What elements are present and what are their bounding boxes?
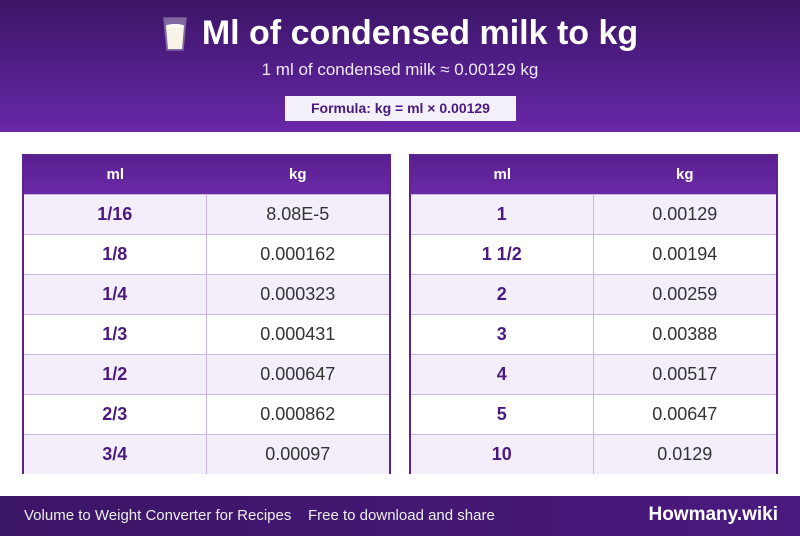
cell-kg: 0.000323: [260, 284, 336, 304]
cell-kg: 0.000862: [260, 404, 336, 424]
table-body: 1 0.00129 1 1/2 0.00194 2 0.00259 3 0.00388 …: [411, 194, 776, 474]
cell-ml: 4: [411, 355, 594, 394]
footer: Volume to Weight Converter for Recipes F…: [0, 496, 800, 536]
cell-ml: 1/3: [24, 315, 207, 354]
cell-kg: 0.00097: [265, 444, 331, 464]
cell-kg: 0.00129: [652, 204, 718, 224]
page-title: Ml of condensed milk to kg: [201, 14, 639, 52]
column-header-ml: ml: [493, 166, 511, 183]
cell-ml: 1/2: [24, 355, 207, 394]
milk-glass-icon: [162, 16, 188, 52]
table-row: 5 0.00647: [411, 394, 776, 434]
table-row: 1/4 0.000323: [24, 274, 389, 314]
cell-kg: 0.00517: [652, 364, 718, 384]
table-row: 1/16 8.08E-5: [24, 194, 389, 234]
table-header: ml kg: [411, 156, 776, 194]
conversion-table-right: ml kg 1 0.00129 1 1/2 0.00194 2 0.00259 3 0.…: [409, 154, 778, 474]
conversion-table-left: ml kg 1/16 8.08E-5 1/8 0.000162 1/4 0.00032…: [22, 154, 391, 474]
column-header-kg: kg: [288, 166, 307, 183]
cell-ml: 1/8: [24, 235, 207, 274]
table-row: 1/8 0.000162: [24, 234, 389, 274]
cell-kg: 8.08E-5: [266, 204, 330, 224]
cell-kg: 0.000647: [260, 364, 336, 384]
formula-badge: Formula: kg = ml × 0.00129: [285, 96, 516, 121]
footer-tagline: Volume to Weight Converter for Recipes: [24, 507, 292, 524]
brand-logo[interactable]: Howmany.wiki: [648, 504, 778, 525]
table-row: 1/3 0.000431: [24, 314, 389, 354]
table-row: 10 0.0129: [411, 434, 776, 474]
header: Ml of condensed milk to kg 1 ml of conde…: [0, 0, 800, 132]
cell-ml: 3: [411, 315, 594, 354]
cell-kg: 0.00194: [652, 244, 718, 264]
table-body: 1/16 8.08E-5 1/8 0.000162 1/4 0.000323 1/3 0…: [24, 194, 389, 474]
subtitle: 1 ml of condensed milk ≈ 0.00129 kg: [261, 60, 539, 79]
table-row: 4 0.00517: [411, 354, 776, 394]
cell-ml: 1/4: [24, 275, 207, 314]
table-row: 2 0.00259: [411, 274, 776, 314]
table-row: 3 0.00388: [411, 314, 776, 354]
cell-kg: 0.00259: [652, 284, 718, 304]
cell-ml: 5: [411, 395, 594, 434]
table-header: ml kg: [24, 156, 389, 194]
cell-kg: 0.000162: [260, 244, 336, 264]
cell-ml: 3/4: [24, 435, 207, 474]
cell-kg: 0.00647: [652, 404, 718, 424]
cell-kg: 0.00388: [652, 324, 718, 344]
title-row: Ml of condensed milk to kg: [0, 14, 800, 53]
footer-share-note: Free to download and share: [308, 507, 495, 524]
cell-kg: 0.000431: [260, 324, 336, 344]
cell-ml: 2/3: [24, 395, 207, 434]
cell-ml: 1: [411, 195, 594, 234]
column-header-ml: ml: [106, 166, 124, 183]
cell-ml: 10: [411, 435, 594, 474]
cell-ml: 2: [411, 275, 594, 314]
table-row: 3/4 0.00097: [24, 434, 389, 474]
table-row: 1/2 0.000647: [24, 354, 389, 394]
cell-ml: 1 1/2: [411, 235, 594, 274]
cell-ml: 1/16: [24, 195, 207, 234]
column-header-kg: kg: [675, 166, 694, 183]
table-row: 2/3 0.000862: [24, 394, 389, 434]
table-row: 1 0.00129: [411, 194, 776, 234]
cell-kg: 0.0129: [657, 444, 713, 464]
table-row: 1 1/2 0.00194: [411, 234, 776, 274]
